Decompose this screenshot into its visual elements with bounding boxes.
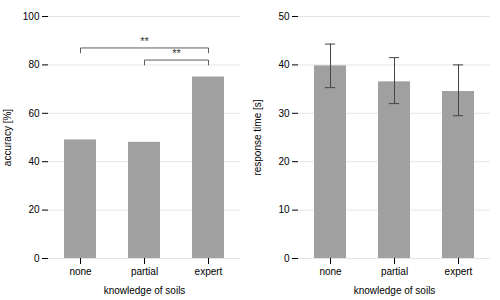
svg-text:knowledge of soils: knowledge of soils — [354, 285, 436, 296]
svg-text:40: 40 — [28, 156, 40, 167]
svg-text:20: 20 — [278, 156, 290, 167]
svg-text:40: 40 — [278, 59, 290, 70]
svg-text:expert: expert — [195, 266, 223, 277]
svg-text:80: 80 — [28, 59, 40, 70]
svg-text:**: ** — [172, 47, 181, 59]
svg-text:0: 0 — [34, 253, 40, 264]
svg-text:partial: partial — [381, 266, 408, 277]
svg-text:100: 100 — [23, 11, 40, 22]
svg-text:0: 0 — [284, 253, 290, 264]
svg-text:**: ** — [140, 35, 149, 47]
svg-text:50: 50 — [278, 11, 290, 22]
svg-text:60: 60 — [28, 108, 40, 119]
svg-text:none: none — [69, 266, 92, 277]
svg-text:10: 10 — [278, 204, 290, 215]
svg-text:partial: partial — [131, 266, 158, 277]
svg-text:20: 20 — [28, 204, 40, 215]
svg-text:response time [s]: response time [s] — [252, 99, 263, 175]
svg-text:accuracy [%]: accuracy [%] — [2, 109, 13, 166]
svg-text:knowledge of soils: knowledge of soils — [104, 285, 186, 296]
svg-text:30: 30 — [278, 108, 290, 119]
svg-text:none: none — [319, 266, 342, 277]
svg-text:expert: expert — [445, 266, 473, 277]
